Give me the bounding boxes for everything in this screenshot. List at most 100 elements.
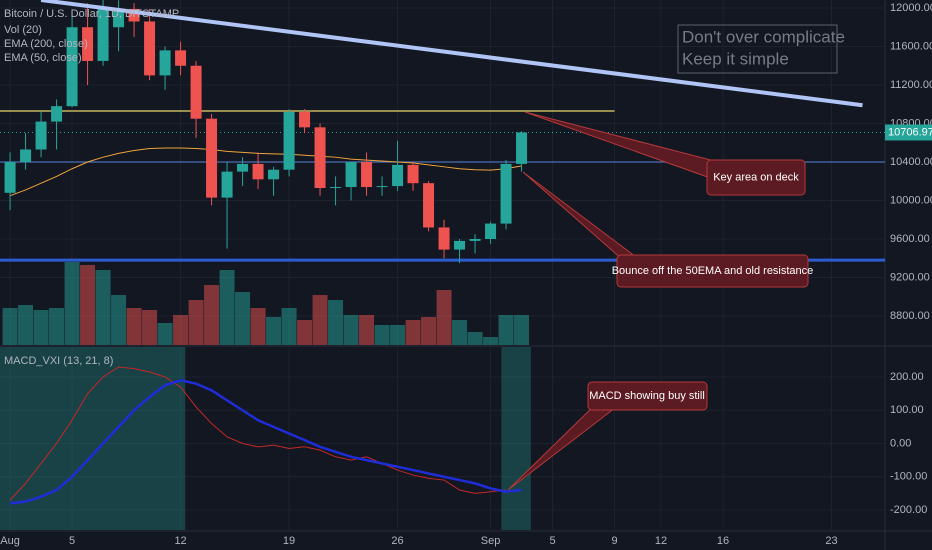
candle-body	[190, 65, 202, 119]
buy-zone	[501, 347, 531, 530]
volume-bar	[390, 325, 406, 345]
candle-body	[97, 8, 109, 61]
volume-bar	[235, 292, 251, 345]
volume-bar	[436, 290, 452, 345]
legend-item: Vol (20)	[4, 24, 42, 36]
candle-body	[376, 186, 388, 188]
volume-bar	[514, 315, 530, 345]
candle-body	[438, 227, 450, 250]
callout-box	[587, 381, 708, 411]
candle-body	[454, 240, 466, 250]
x-tick-label: 19	[283, 535, 295, 547]
candle-body	[345, 161, 357, 188]
candle-body	[469, 238, 481, 241]
volume-bar	[343, 315, 359, 345]
legend-item: EMA (50, close)	[4, 52, 82, 64]
volume-bar	[126, 308, 142, 345]
volume-bar	[2, 308, 18, 345]
candle-body	[299, 111, 311, 128]
x-tick-label: 5	[549, 535, 555, 547]
volume-bar	[297, 320, 313, 345]
volume-bar	[64, 262, 80, 345]
candle-body	[128, 8, 140, 22]
y-tick-label: 200.00	[890, 371, 924, 383]
x-tick-label: 23	[825, 535, 837, 547]
volume-bar	[33, 310, 49, 345]
y-tick-label: 10800.00	[890, 117, 932, 129]
candle-body	[51, 106, 63, 122]
candle-body	[144, 21, 156, 76]
y-tick-label: -100.00	[890, 471, 927, 483]
candle-body	[500, 163, 512, 224]
y-tick-label: 11200.00	[890, 79, 932, 91]
x-tick-label: Aug	[0, 535, 20, 547]
candle-body	[20, 149, 32, 162]
volume-bar	[49, 308, 65, 345]
candle-body	[283, 111, 295, 170]
volume-bar	[95, 270, 111, 345]
volume-bar	[421, 317, 437, 345]
price-label-box	[885, 124, 932, 141]
candle-body	[407, 164, 419, 184]
candle-body	[175, 50, 187, 66]
volume-bar	[142, 310, 158, 345]
y-tick-label: 12000.00	[890, 2, 932, 14]
note-box	[677, 24, 838, 74]
x-tick-label: Sep	[481, 535, 501, 547]
x-tick-label: 12	[174, 535, 186, 547]
volume-bar	[80, 265, 96, 345]
price-label: 10706.97	[888, 126, 932, 138]
legend-item: EMA (200, close)	[4, 38, 88, 50]
note-text: Keep it simple	[682, 49, 789, 68]
candle-body	[392, 164, 404, 187]
y-tick-label: 100.00	[890, 404, 924, 416]
callout-box	[616, 254, 809, 288]
candle-body	[252, 163, 264, 180]
chart-title: Bitcoin / U.S. Dollar, 1D, BITSTAMP	[4, 8, 179, 20]
y-tick-label: 9200.00	[890, 271, 930, 283]
volume-bar	[312, 295, 328, 345]
candle-body	[159, 50, 171, 76]
note-text: Don't over complicate	[682, 27, 845, 46]
volume-bar	[498, 315, 514, 345]
pane-title: MACD_VXI (13, 21, 8)	[4, 355, 113, 367]
candle-body	[237, 163, 249, 172]
volume-bar	[204, 285, 220, 345]
volume-bar	[452, 320, 468, 345]
volume-bar	[266, 317, 282, 345]
x-tick-label: 26	[391, 535, 403, 547]
ema-line	[9, 147, 522, 197]
candle-body	[4, 161, 16, 193]
volume-bar	[219, 270, 235, 345]
volume-bar	[467, 332, 483, 345]
trendline	[40, 0, 863, 108]
y-tick-label: 10400.00	[890, 156, 932, 168]
volume-bar	[157, 323, 173, 345]
callout-text: Key area on deck	[713, 171, 799, 183]
candle-body	[66, 27, 78, 107]
y-tick-label: 10000.00	[890, 194, 932, 206]
volume-bar	[111, 295, 127, 345]
y-tick-label: -200.00	[890, 504, 927, 516]
volume-bar	[173, 315, 189, 345]
candle-body	[485, 223, 497, 239]
volume-bar	[374, 325, 390, 345]
candle-body	[361, 161, 373, 188]
candle-body	[82, 27, 94, 61]
volume-bar	[359, 315, 375, 345]
x-tick-label: 5	[69, 535, 75, 547]
volume-bar	[250, 308, 266, 345]
candle-body	[314, 127, 326, 188]
candle-body	[423, 183, 435, 228]
volume-bar	[281, 308, 297, 345]
volume-bar	[18, 305, 34, 345]
volume-bar	[405, 320, 421, 345]
x-tick-label: 12	[655, 535, 667, 547]
candle-body	[330, 187, 342, 189]
y-tick-label: 0.00	[890, 437, 911, 449]
candle-body	[221, 171, 233, 198]
candle-body	[35, 121, 47, 150]
candle-body	[268, 169, 280, 180]
x-tick-label: 16	[717, 535, 729, 547]
